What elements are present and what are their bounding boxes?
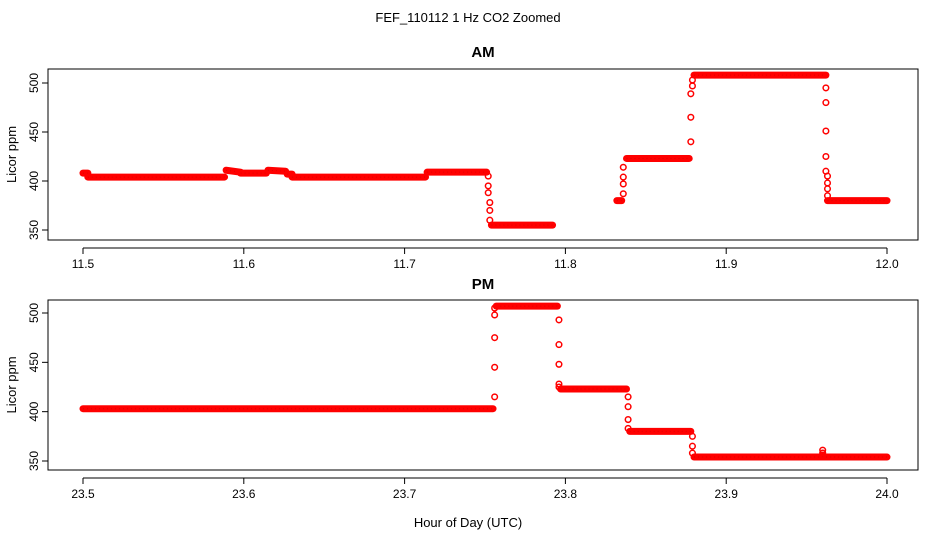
data-point-pm: [555, 341, 563, 349]
y-tick-label-am: 500: [27, 73, 41, 93]
y-tick-label-pm: 450: [27, 352, 41, 372]
x-tick-label-am: 11.7: [393, 257, 416, 271]
x-tick-label-am: 12.0: [875, 257, 899, 271]
x-tick-label-am: 11.9: [715, 257, 738, 271]
y-tick-label-am: 450: [27, 122, 41, 142]
data-point-pm: [688, 442, 696, 450]
data-point-pm: [688, 449, 696, 457]
panel-title-pm: PM: [472, 276, 495, 293]
x-tick-label-pm: 23.9: [715, 487, 739, 501]
data-point-pm: [491, 393, 499, 401]
data-point-am: [486, 199, 494, 207]
data-point-am: [822, 127, 830, 135]
x-tick-label-am: 11.5: [72, 257, 95, 271]
data-point-am: [823, 192, 832, 200]
data-point-pm: [688, 432, 696, 440]
data-point-pm: [555, 383, 563, 391]
data-point-pm: [624, 416, 632, 424]
data-point-pm: [555, 360, 563, 368]
plot-frame-pm: [47, 299, 919, 471]
data-point-pm: [491, 334, 499, 342]
data-point-am: [687, 113, 695, 121]
data-point-am: [823, 185, 832, 193]
data-point-am: [688, 76, 696, 84]
data-point-am: [823, 172, 832, 180]
y-tick-label-am: 400: [27, 171, 41, 191]
data-point-pm: [624, 424, 632, 432]
data-point-am: [823, 179, 832, 187]
y-axis-label-am: Licor ppm: [4, 126, 19, 183]
x-tick-label-pm: 23.6: [232, 487, 256, 501]
y-tick-label-pm: 400: [27, 401, 41, 421]
y-tick-label-am: 350: [27, 220, 41, 240]
data-point-am: [486, 206, 494, 214]
x-tick-label-am: 11.6: [233, 257, 256, 271]
data-point-am: [687, 138, 695, 146]
data-band-texture-am: [267, 169, 286, 172]
data-point-am: [486, 216, 494, 224]
data-point-am: [619, 190, 627, 198]
panel-am: AM Licor ppm 11.5 11.6 11.7 11.8 11.9 12.0 350 40…: [4, 44, 919, 271]
x-axis-label: Hour of Day (UTC): [414, 515, 522, 530]
plot-frame-am: [47, 68, 919, 241]
data-point-pm: [491, 304, 499, 312]
y-tick-label-pm: 350: [27, 451, 41, 471]
data-point-pm: [624, 393, 632, 401]
data-point-am: [822, 84, 830, 92]
x-tick-label-pm: 23.8: [554, 487, 578, 501]
data-point-pm: [819, 451, 827, 459]
data-point-am: [822, 99, 830, 107]
x-tick-label-pm: 23.7: [393, 487, 417, 501]
data-point-am: [687, 90, 695, 98]
panel-pm: PM Licor ppm 23.5 23.6 23.7 23.8 23.9 24.0 350 40…: [4, 276, 919, 501]
data-point-am: [822, 152, 830, 161]
data-point-am: [619, 173, 627, 181]
data-point-pm: [491, 311, 499, 319]
data-point-am: [484, 172, 492, 180]
data-point-pm: [555, 316, 563, 324]
data-point-pm: [491, 363, 499, 371]
panel-title-am: AM: [471, 44, 494, 61]
data-point-am: [688, 82, 696, 90]
data-point-am: [484, 189, 492, 197]
data-point-pm: [555, 380, 563, 388]
figure-title: FEF_110112 1 Hz CO2 Zoomed: [375, 10, 560, 25]
data-point-am: [484, 182, 492, 190]
x-tick-label-pm: 24.0: [875, 487, 899, 501]
data-point-pm: [624, 403, 632, 411]
data-point-am: [619, 163, 627, 171]
y-axis-label-pm: Licor ppm: [4, 356, 19, 413]
x-tick-label-pm: 23.5: [71, 487, 95, 501]
data-point-am: [619, 180, 627, 188]
x-tick-label-am: 11.8: [554, 257, 577, 271]
y-tick-label-pm: 500: [27, 303, 41, 323]
